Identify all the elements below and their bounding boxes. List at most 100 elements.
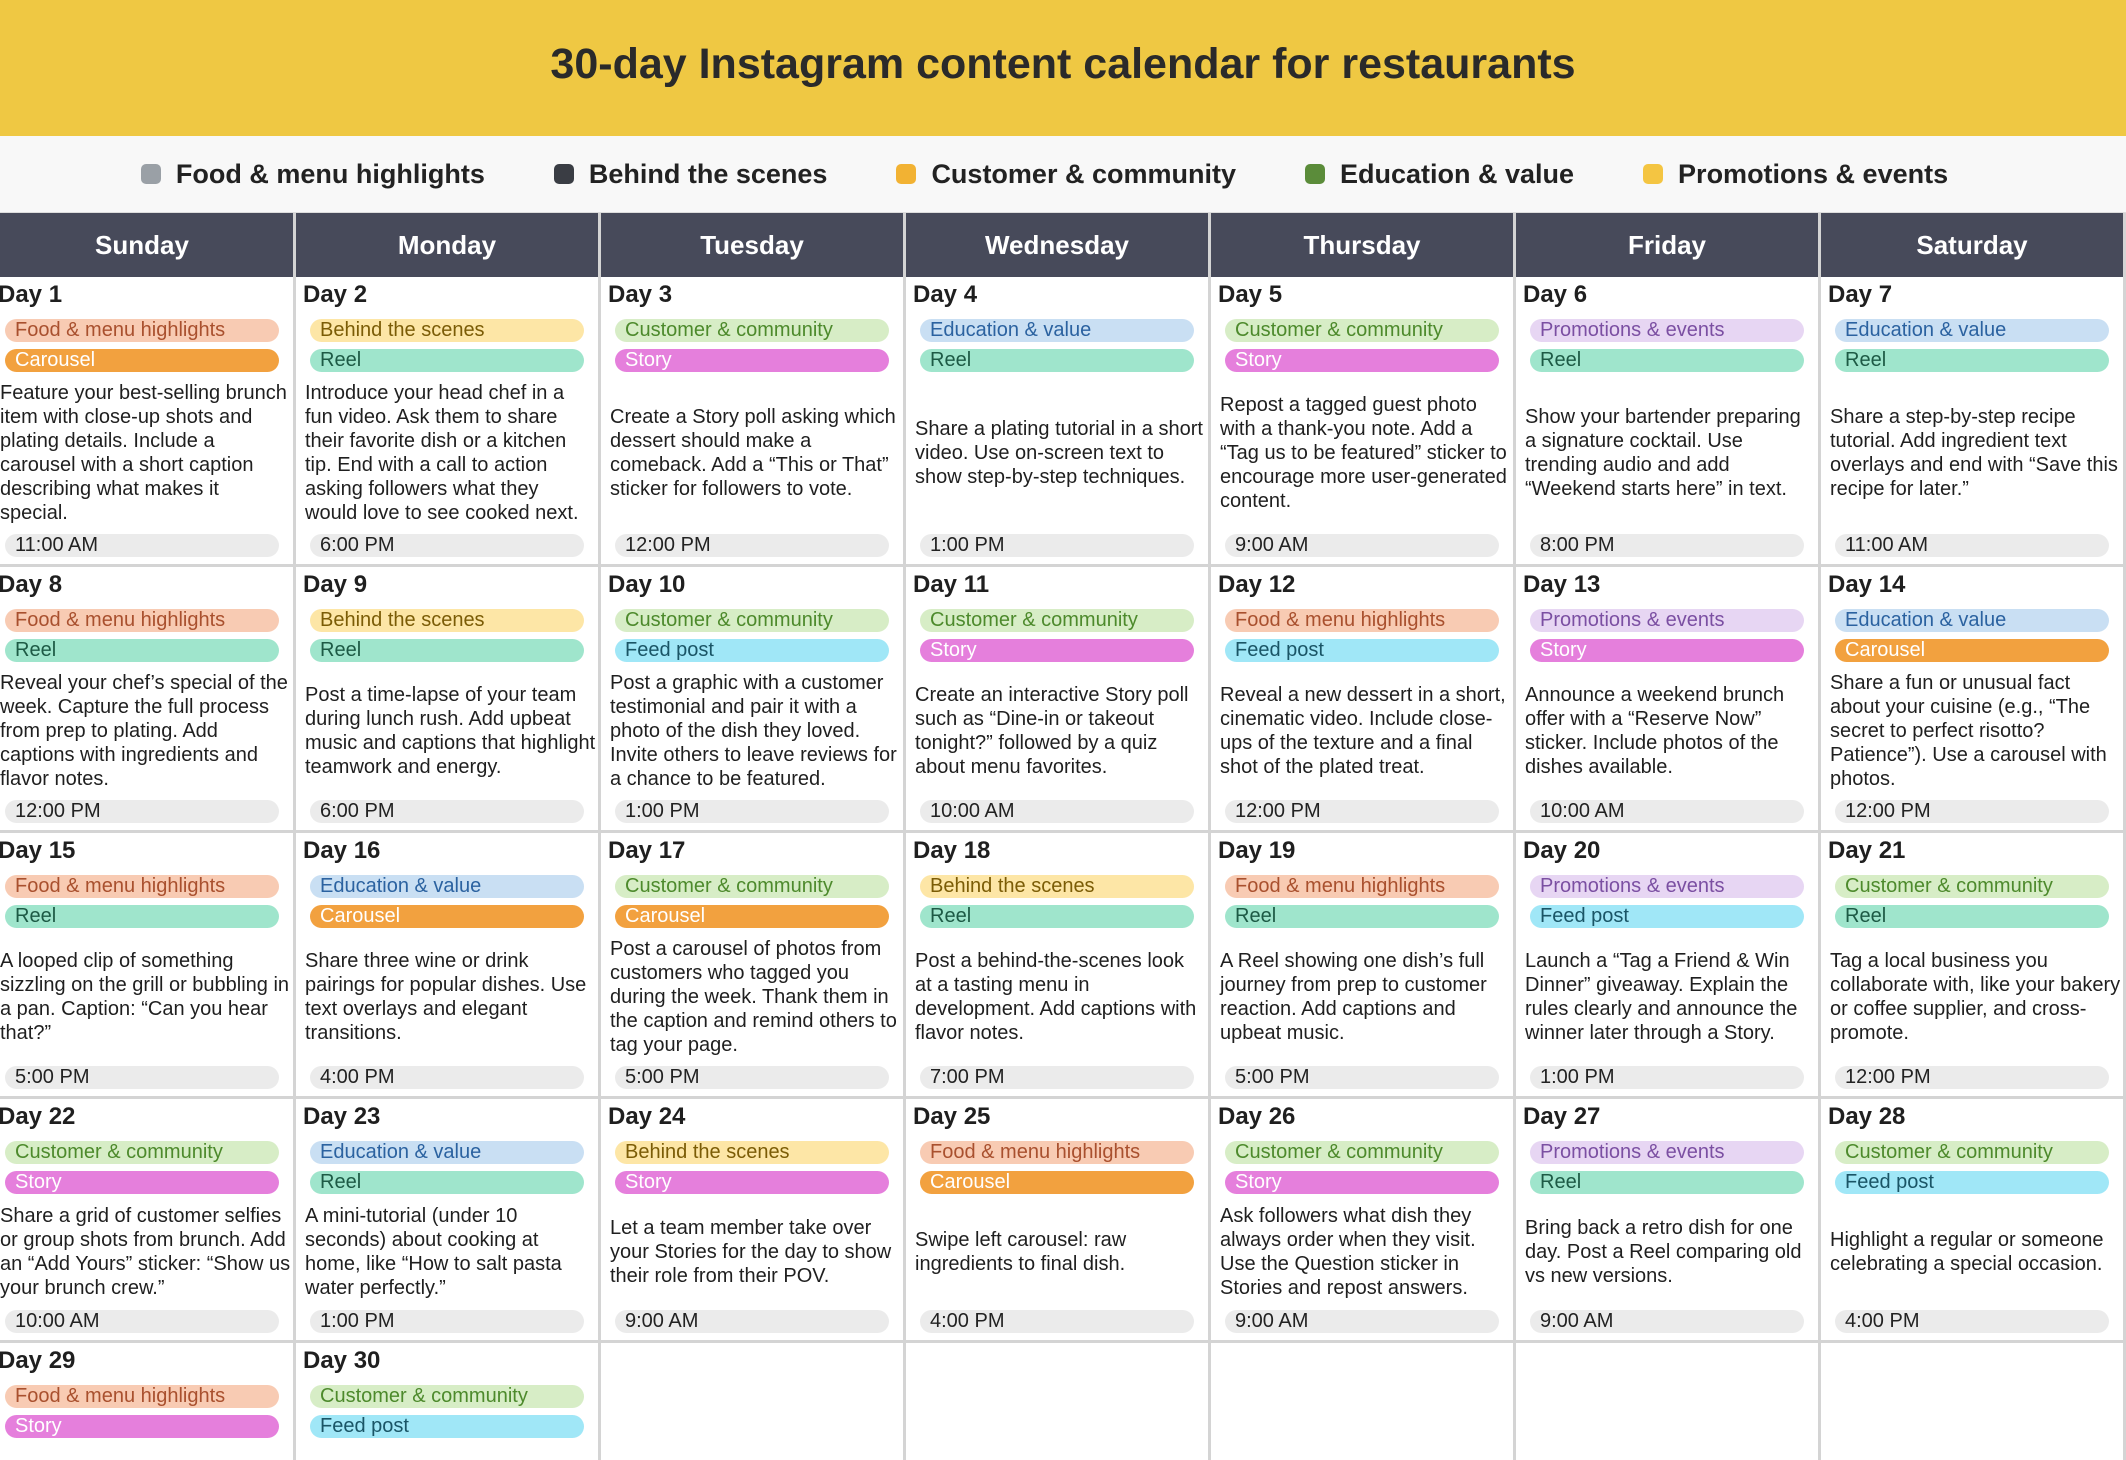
format-pill: Story — [920, 639, 1194, 662]
category-pill: Education & value — [310, 875, 584, 898]
time-pill: 12:00 PM — [1835, 800, 2109, 823]
category-pill: Food & menu highlights — [5, 1385, 279, 1408]
time-pill: 11:00 AM — [5, 534, 279, 557]
category-pill: Food & menu highlights — [5, 609, 279, 632]
time-pill: 1:00 PM — [310, 1310, 584, 1333]
description-text: Highlight a regular or someone celebrati… — [1830, 1228, 2104, 1275]
description-text: Post a carousel of photos from customers… — [610, 937, 897, 1056]
description: Share a step-by-step recipe tutorial. Ad… — [1830, 377, 2121, 528]
day-label: Day 14 — [1828, 571, 1906, 598]
day-label: Day 19 — [1218, 837, 1296, 864]
day-label: Day 1 — [0, 281, 63, 308]
day-cell: Day 1 Food & menu highlights Carousel Featu… — [0, 277, 296, 567]
day-cell: Day 29 Food & menu highlights Story — [0, 1343, 296, 1460]
description: Post a time-lapse of your team during lu… — [305, 667, 596, 794]
weekday-header: Thursday — [1211, 213, 1516, 277]
format-pill: Story — [1225, 1171, 1499, 1194]
description: Highlight a regular or someone celebrati… — [1830, 1199, 2121, 1304]
format-pill: Reel — [310, 349, 584, 372]
time-pill: 9:00 AM — [1225, 1310, 1499, 1333]
day-cell: Day 2 Behind the scenes Reel Introduce your… — [296, 277, 601, 567]
format-pill: Reel — [310, 639, 584, 662]
format-pill: Feed post — [310, 1415, 584, 1438]
description-text: Share a fun or unusual fact about your c… — [1830, 671, 2107, 790]
day-cell: Day 26 Customer & community Story Ask follo… — [1211, 1099, 1516, 1343]
day-cell: Day 13 Promotions & events Story Announce a… — [1516, 567, 1821, 833]
day-label: Day 26 — [1218, 1103, 1296, 1130]
day-cell: Day 18 Behind the scenes Reel Post a behind… — [906, 833, 1211, 1099]
day-cell: Day 27 Promotions & events Reel Bring back … — [1516, 1099, 1821, 1343]
day-cell: Day 22 Customer & community Story Share a g… — [0, 1099, 296, 1343]
format-pill: Carousel — [1835, 639, 2109, 662]
day-label: Day 30 — [303, 1347, 381, 1374]
day-cell: Day 17 Customer & community Carousel Post a… — [601, 833, 906, 1099]
time-pill: 12:00 PM — [1835, 1066, 2109, 1089]
day-label: Day 24 — [608, 1103, 686, 1130]
day-label: Day 7 — [1828, 281, 1893, 308]
time-pill: 9:00 AM — [615, 1310, 889, 1333]
description: Announce a weekend brunch offer with a “… — [1525, 667, 1816, 794]
day-label: Day 15 — [0, 837, 76, 864]
day-cell — [601, 1343, 906, 1460]
weekday-header: Saturday — [1821, 213, 2126, 277]
description: Post a behind-the-scenes look at a tasti… — [915, 933, 1206, 1060]
legend-item: Behind the scenes — [551, 159, 827, 190]
day-label: Day 27 — [1523, 1103, 1601, 1130]
time-pill: 1:00 PM — [920, 534, 1194, 557]
time-pill: 6:00 PM — [310, 800, 584, 823]
description: Reveal your chef’s special of the week. … — [0, 667, 291, 794]
category-pill: Food & menu highlights — [1225, 609, 1499, 632]
category-pill: Customer & community — [615, 875, 889, 898]
category-pill: Promotions & events — [1530, 319, 1804, 342]
time-pill: 4:00 PM — [310, 1066, 584, 1089]
description-text: Tag a local business you collaborate wit… — [1830, 949, 2121, 1044]
description-text: Introduce your head chef in a fun video.… — [305, 381, 579, 524]
category-pill: Promotions & events — [1530, 875, 1804, 898]
page-title: 30-day Instagram content calendar for re… — [550, 39, 1576, 88]
day-cell: Day 9 Behind the scenes Reel Post a time-la… — [296, 567, 601, 833]
day-label: Day 3 — [608, 281, 673, 308]
day-cell: Day 3 Customer & community Story Create a S… — [601, 277, 906, 567]
category-pill: Customer & community — [615, 609, 889, 632]
description-text: A mini-tutorial (under 10 seconds) about… — [305, 1204, 562, 1299]
time-pill: 12:00 PM — [1225, 800, 1499, 823]
time-pill: 5:00 PM — [1225, 1066, 1499, 1089]
day-cell: Day 30 Customer & community Feed post — [296, 1343, 601, 1460]
description: Share three wine or drink pairings for p… — [305, 933, 596, 1060]
description-text: Let a team member take over your Stories… — [610, 1216, 892, 1287]
description-text: Ask followers what dish they always orde… — [1220, 1204, 1476, 1299]
day-label: Day 17 — [608, 837, 686, 864]
day-label: Day 12 — [1218, 571, 1296, 598]
category-pill: Food & menu highlights — [5, 875, 279, 898]
description-text: Share a grid of customer selfies or grou… — [0, 1204, 291, 1299]
category-pill: Behind the scenes — [310, 319, 584, 342]
day-cell: Day 4 Education & value Reel Share a platin… — [906, 277, 1211, 567]
day-cell — [1211, 1343, 1516, 1460]
day-cell: Day 16 Education & value Carousel Share thr… — [296, 833, 601, 1099]
category-pill: Food & menu highlights — [920, 1141, 1194, 1164]
day-label: Day 9 — [303, 571, 368, 598]
weekday-header: Tuesday — [601, 213, 906, 277]
format-pill: Story — [615, 349, 889, 372]
time-pill: 9:00 AM — [1530, 1310, 1804, 1333]
description-text: Share three wine or drink pairings for p… — [305, 949, 587, 1044]
time-pill: 11:00 AM — [1835, 534, 2109, 557]
category-pill: Customer & community — [1835, 1141, 2109, 1164]
day-label: Day 16 — [303, 837, 381, 864]
day-label: Day 29 — [0, 1347, 76, 1374]
category-pill: Customer & community — [310, 1385, 584, 1408]
category-pill: Customer & community — [920, 609, 1194, 632]
day-cell: Day 14 Education & value Carousel Share a f… — [1821, 567, 2126, 833]
description-text: Post a graphic with a customer testimoni… — [610, 671, 897, 790]
day-cell — [1821, 1343, 2126, 1460]
legend: Food & menu highlights Behind the scenes C… — [0, 136, 2126, 213]
format-pill: Story — [5, 1415, 279, 1438]
day-cell: Day 19 Food & menu highlights Reel A Reel s… — [1211, 833, 1516, 1099]
description-text: Share a step-by-step recipe tutorial. Ad… — [1830, 405, 2118, 500]
time-pill: 8:00 PM — [1530, 534, 1804, 557]
format-pill: Feed post — [1530, 905, 1804, 928]
day-label: Day 10 — [608, 571, 686, 598]
description: Launch a “Tag a Friend & Win Dinner” giv… — [1525, 933, 1816, 1060]
weekday-header: Sunday — [0, 213, 296, 277]
